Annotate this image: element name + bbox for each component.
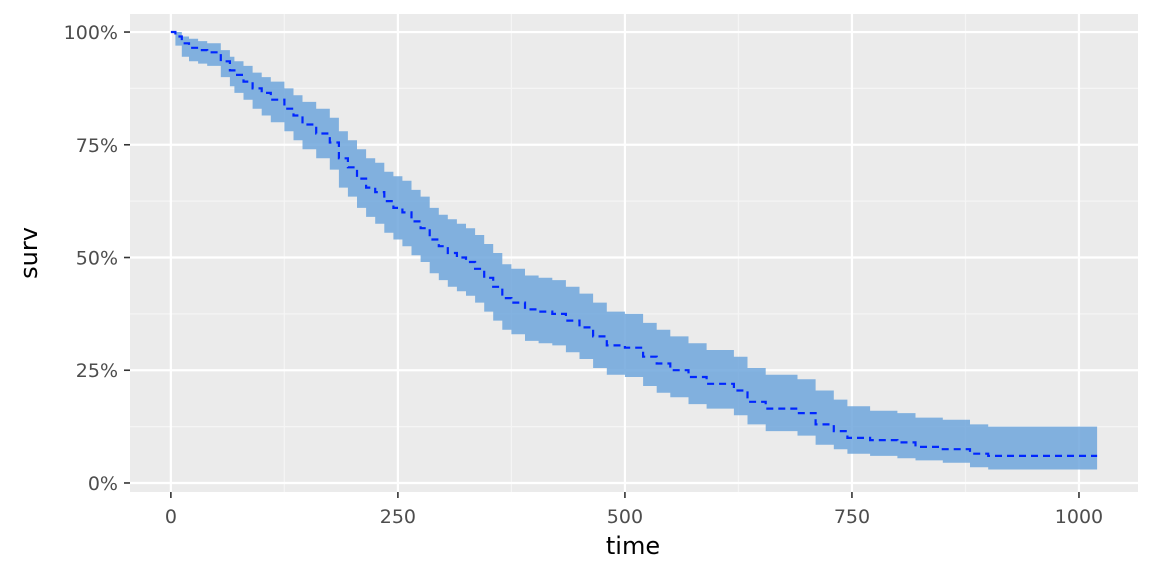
y-tick-label: 100% [64, 22, 118, 44]
x-tick-label: 250 [380, 506, 416, 528]
panel-background [130, 14, 1138, 492]
y-tick-label: 0% [88, 473, 118, 495]
x-tick-label: 0 [165, 506, 177, 528]
x-tick-label: 1000 [1055, 506, 1103, 528]
x-axis-title: time [606, 532, 660, 560]
y-tick-label: 50% [76, 248, 118, 270]
x-axis: 0 250 500 750 1000 [165, 492, 1103, 528]
y-axis-title: surv [15, 227, 43, 279]
survival-line [170, 30, 1098, 457]
y-axis: 0% 25% 50% 75% 100% [64, 22, 130, 495]
y-tick-label: 25% [76, 360, 118, 382]
y-tick-label: 75% [76, 135, 118, 157]
x-tick-label: 750 [834, 506, 870, 528]
x-tick-label: 500 [607, 506, 643, 528]
